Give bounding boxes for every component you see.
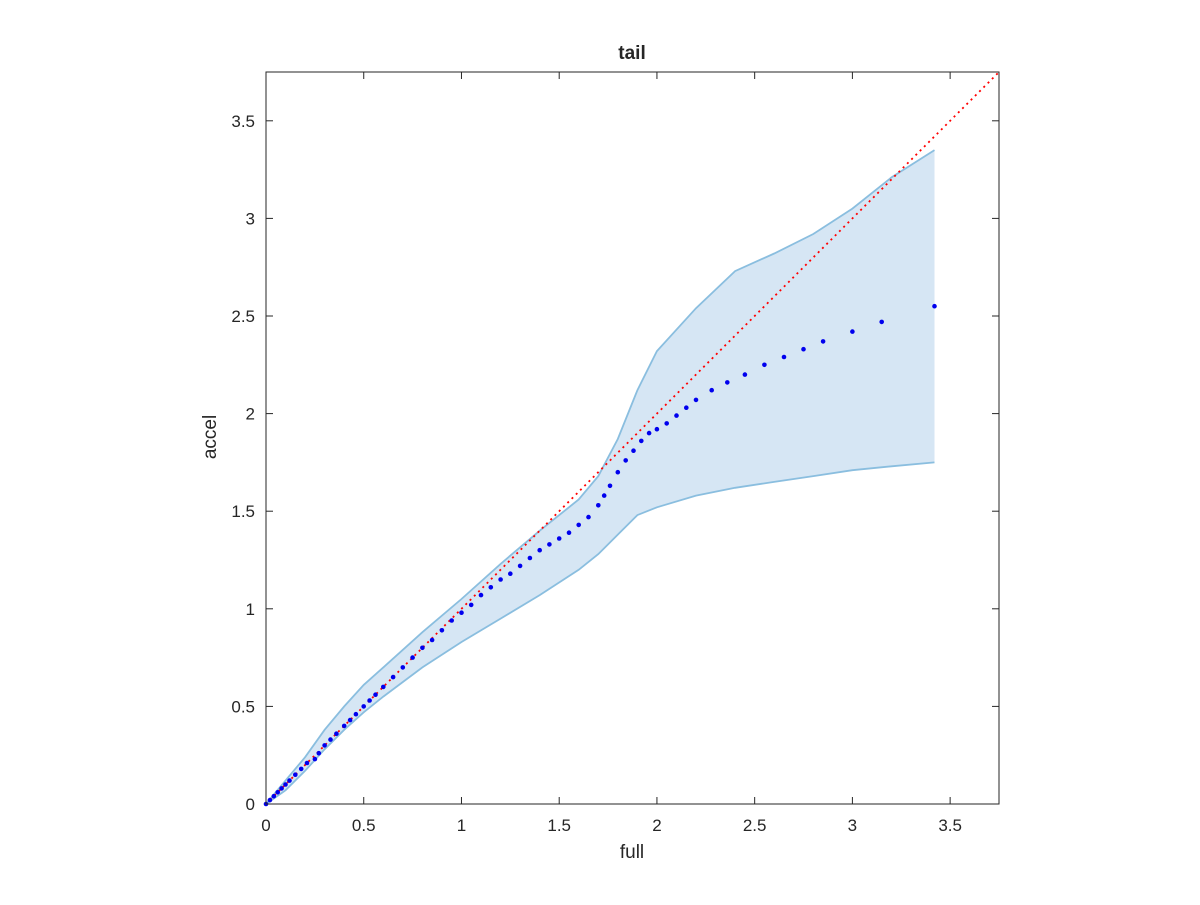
data-point bbox=[607, 483, 613, 489]
data-point bbox=[410, 655, 415, 660]
chart-title: tail bbox=[618, 43, 645, 64]
band-upper-edge bbox=[265, 149, 935, 805]
data-point bbox=[556, 536, 562, 541]
data-point bbox=[508, 571, 513, 576]
data-point bbox=[328, 737, 333, 742]
y-tick-label: 3.5 bbox=[231, 112, 255, 131]
data-point bbox=[298, 766, 304, 772]
data-point bbox=[400, 665, 406, 670]
data-point bbox=[498, 577, 503, 582]
confidence-band-layer bbox=[265, 149, 935, 805]
data-point bbox=[341, 723, 347, 729]
data-point bbox=[527, 555, 533, 561]
data-point bbox=[566, 530, 572, 535]
data-point bbox=[709, 387, 714, 393]
data-point bbox=[623, 458, 628, 463]
y-axis-label: accel bbox=[200, 415, 221, 459]
x-tick-label: 3 bbox=[848, 816, 857, 835]
data-point bbox=[390, 674, 396, 680]
data-point bbox=[279, 786, 284, 791]
data-point bbox=[420, 645, 425, 651]
y-tick-label: 1.5 bbox=[231, 502, 255, 521]
y-ticks: 0 0.5 1 1.5 2 2.5 3 3.5 bbox=[231, 112, 999, 814]
data-point bbox=[693, 397, 699, 403]
data-point bbox=[615, 469, 621, 475]
data-point bbox=[381, 684, 386, 690]
data-point bbox=[576, 522, 581, 528]
data-point bbox=[468, 602, 474, 608]
y-tick-label: 3 bbox=[246, 209, 255, 228]
data-point bbox=[312, 756, 318, 762]
data-point bbox=[820, 339, 826, 344]
band-lower-edge bbox=[265, 461, 935, 805]
x-tick-label: 1.5 bbox=[547, 816, 571, 835]
data-point bbox=[275, 790, 281, 795]
data-point bbox=[361, 704, 367, 709]
x-tick-label: 3.5 bbox=[938, 816, 962, 835]
data-point bbox=[932, 303, 937, 309]
x-axis-label: full bbox=[620, 842, 644, 863]
data-point bbox=[537, 547, 542, 553]
data-point bbox=[478, 592, 484, 598]
data-point bbox=[304, 760, 310, 766]
data-point bbox=[347, 717, 353, 723]
data-point bbox=[517, 563, 523, 569]
y-tick-label: 2 bbox=[246, 405, 255, 424]
data-point bbox=[353, 711, 359, 717]
x-tick-label: 0 bbox=[261, 816, 270, 835]
data-point bbox=[283, 782, 288, 787]
data-point bbox=[373, 692, 378, 697]
x-tick-label: 0.5 bbox=[352, 816, 376, 835]
data-point bbox=[267, 797, 273, 803]
data-point bbox=[742, 372, 748, 377]
data-point bbox=[631, 448, 636, 454]
data-point bbox=[287, 778, 292, 783]
x-tick-label: 2.5 bbox=[743, 816, 767, 835]
reference-line bbox=[265, 71, 1000, 805]
axes-box bbox=[265, 71, 1000, 805]
axes-layer bbox=[265, 71, 1000, 805]
data-point bbox=[801, 346, 806, 352]
data-point bbox=[459, 610, 464, 615]
y-tick-label: 0 bbox=[246, 795, 255, 814]
data-point bbox=[316, 750, 322, 756]
data-point bbox=[601, 493, 607, 498]
data-point bbox=[322, 743, 327, 748]
data-point bbox=[367, 698, 372, 703]
y-tick-label: 2.5 bbox=[231, 307, 255, 326]
data-point bbox=[646, 430, 652, 436]
data-points-layer bbox=[263, 303, 937, 807]
data-point bbox=[429, 637, 435, 643]
data-point bbox=[664, 421, 669, 426]
data-point bbox=[586, 514, 591, 520]
data-point bbox=[271, 793, 277, 799]
data-point bbox=[334, 731, 339, 736]
data-point bbox=[293, 772, 298, 777]
x-tick-label: 2 bbox=[652, 816, 661, 835]
data-point bbox=[596, 503, 601, 508]
x-tick-label: 1 bbox=[457, 816, 466, 835]
y-tick-label: 1 bbox=[246, 600, 255, 619]
x-ticks: 0 0.5 1 1.5 2 2.5 3 3.5 bbox=[261, 72, 962, 835]
data-point bbox=[547, 542, 552, 547]
data-point bbox=[449, 618, 455, 623]
data-point bbox=[674, 413, 679, 418]
data-point bbox=[725, 380, 730, 385]
data-point bbox=[850, 329, 855, 334]
data-point bbox=[639, 438, 644, 444]
data-point bbox=[684, 405, 689, 411]
data-point bbox=[762, 362, 767, 368]
data-point bbox=[488, 585, 494, 590]
data-point bbox=[654, 426, 660, 432]
y-tick-label: 0.5 bbox=[231, 697, 255, 716]
data-point bbox=[781, 354, 787, 360]
data-point bbox=[439, 628, 445, 633]
confidence-band-fill bbox=[266, 150, 935, 805]
reference-line-layer bbox=[265, 71, 1000, 805]
data-point bbox=[879, 319, 884, 325]
